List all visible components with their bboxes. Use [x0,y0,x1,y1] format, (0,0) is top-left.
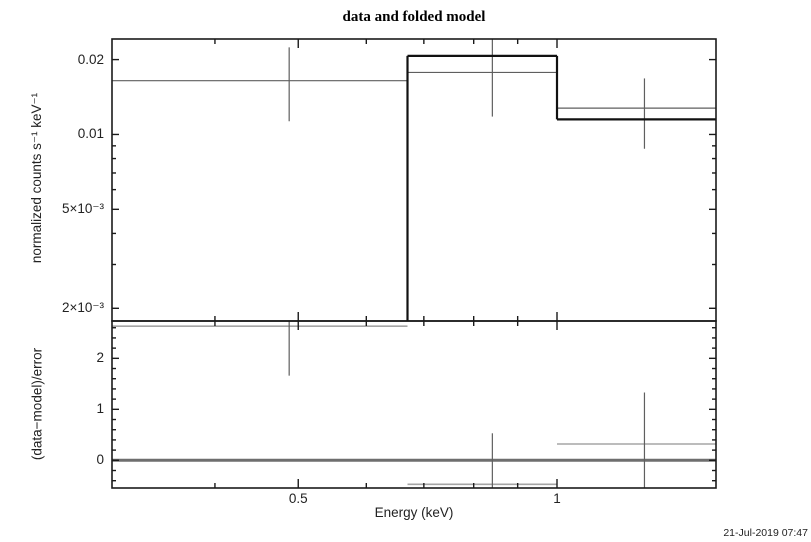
residuals-panel-frame [111,320,717,489]
spectrum-panel-frame [111,38,717,322]
